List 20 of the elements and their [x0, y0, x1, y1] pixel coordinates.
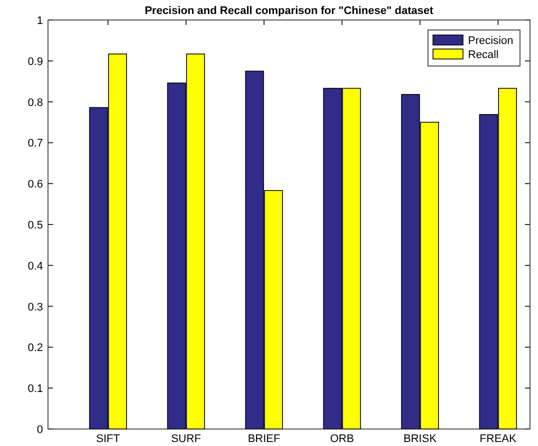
y-tick-label: 0.2	[28, 342, 43, 354]
x-tick-label: BRISK	[404, 433, 438, 445]
y-tick-label: 0.9	[28, 56, 43, 68]
x-tick-label: ORB	[330, 433, 354, 445]
x-tick-label: BRIEF	[248, 433, 281, 445]
y-tick-label: 0.8	[28, 96, 43, 109]
legend-label: Recall	[468, 49, 499, 61]
y-tick-label: 0.5	[28, 220, 43, 232]
y-tick-label: 0.6	[28, 178, 43, 191]
y-tick-label: 0.4	[28, 260, 43, 272]
chart-title: Precision and Recall comparison for "Chinese" dataset	[144, 5, 434, 17]
y-tick-label: 0.3	[28, 301, 43, 314]
x-tick-label: FREAK	[480, 433, 518, 445]
y-tick-label: 1	[36, 15, 43, 27]
y-tick-label: 0	[36, 424, 43, 436]
y-tick-label: 0.7	[28, 138, 43, 150]
x-tick-label: SURF	[171, 433, 202, 445]
y-tick-label: 0.1	[28, 383, 43, 396]
legend-label: Precision	[468, 35, 514, 47]
x-tick-label: SIFT	[96, 433, 120, 445]
